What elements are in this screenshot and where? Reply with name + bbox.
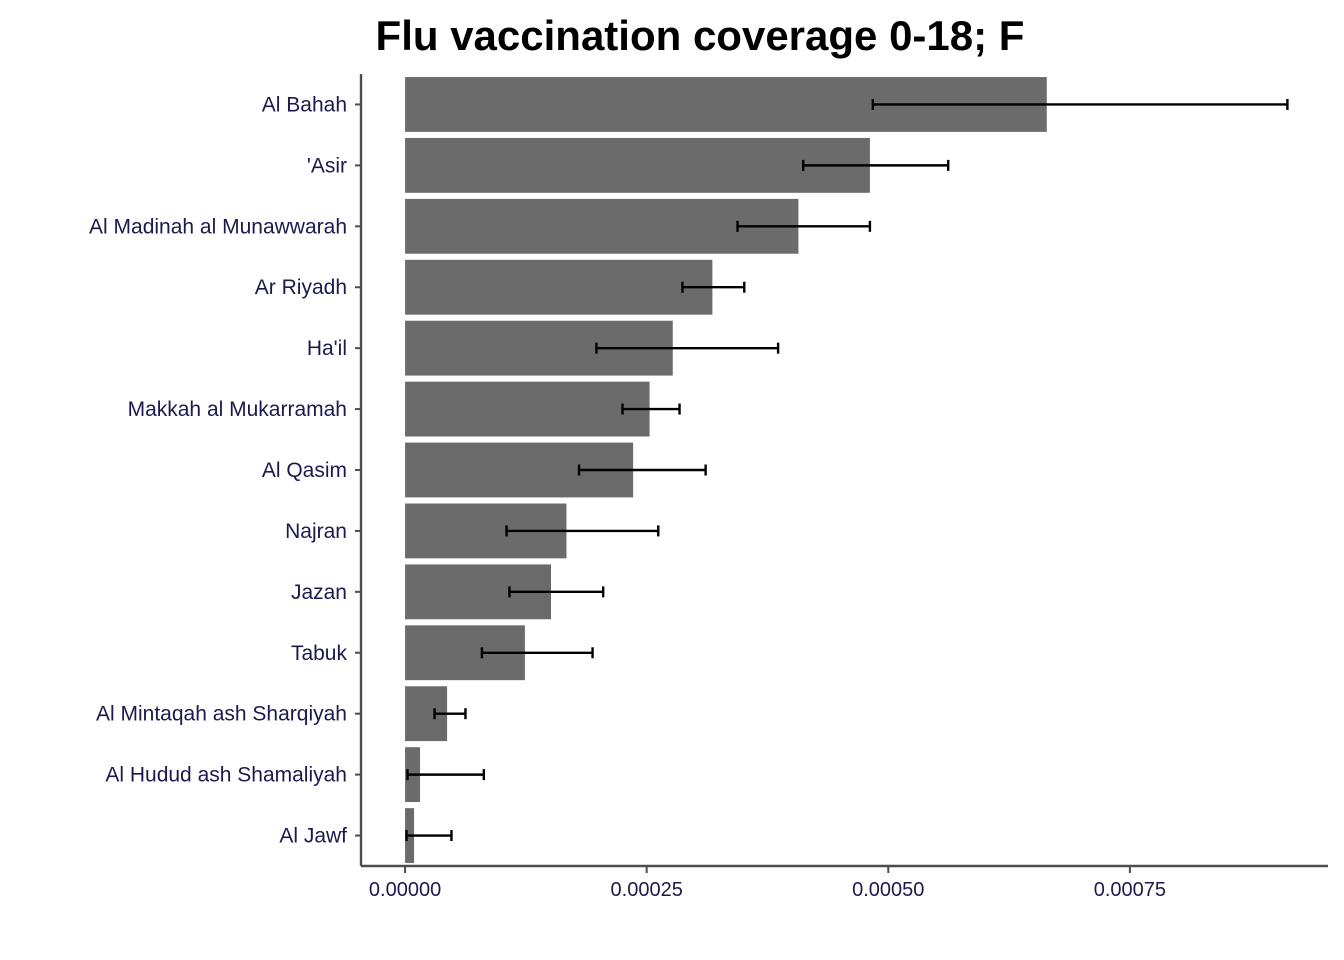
y-tick-label: Al Bahah xyxy=(262,93,347,116)
x-tick-label: 0.00000 xyxy=(369,879,441,901)
error-bar xyxy=(406,769,486,781)
bar xyxy=(405,198,799,254)
bar xyxy=(405,381,650,437)
bars-layer xyxy=(405,77,1047,863)
error-bar xyxy=(577,464,707,476)
y-tick-label: 'Asir xyxy=(307,154,347,177)
bar xyxy=(405,137,870,193)
y-tick-label: Al Mintaqah ash Sharqiyah xyxy=(96,703,347,726)
x-tick-label: 0.00050 xyxy=(852,879,924,901)
y-tick-label: Makkah al Mukarramah xyxy=(128,398,347,421)
error-bar xyxy=(405,830,453,842)
error-bar xyxy=(621,403,681,415)
y-tick-label: Najran xyxy=(285,520,347,543)
chart-title: Flu vaccination coverage 0-18; F xyxy=(375,12,1025,59)
error-bar xyxy=(480,647,594,659)
y-tick-label: Al Qasim xyxy=(262,459,347,482)
error-bar xyxy=(505,525,660,537)
error-bar xyxy=(871,98,1289,110)
error-bar xyxy=(802,159,950,171)
x-tick-label: 0.00025 xyxy=(611,879,683,901)
y-tick-label: Al Jawf xyxy=(279,825,347,848)
y-tick-label: Ar Riyadh xyxy=(255,276,347,299)
y-tick-label: Jazan xyxy=(291,581,347,604)
y-tick-label: Al Madinah al Munawwarah xyxy=(89,215,347,238)
labels-layer: Al Bahah 'Asir Al Madinah al Munawwarah Ar … xyxy=(89,93,1166,901)
error-bar xyxy=(508,586,605,598)
error-bar xyxy=(681,281,746,293)
error-bar xyxy=(595,342,780,354)
y-tick-label: Ha'il xyxy=(307,337,347,360)
error-bar xyxy=(433,708,467,720)
x-tick-label: 0.00075 xyxy=(1094,879,1166,901)
y-tick-label: Al Hudud ash Shamaliyah xyxy=(105,764,347,787)
y-tick-label: Tabuk xyxy=(291,642,348,665)
axes-layer xyxy=(355,74,1328,873)
errorbars-layer xyxy=(405,98,1289,842)
error-bar xyxy=(736,220,872,232)
bar xyxy=(405,259,713,315)
